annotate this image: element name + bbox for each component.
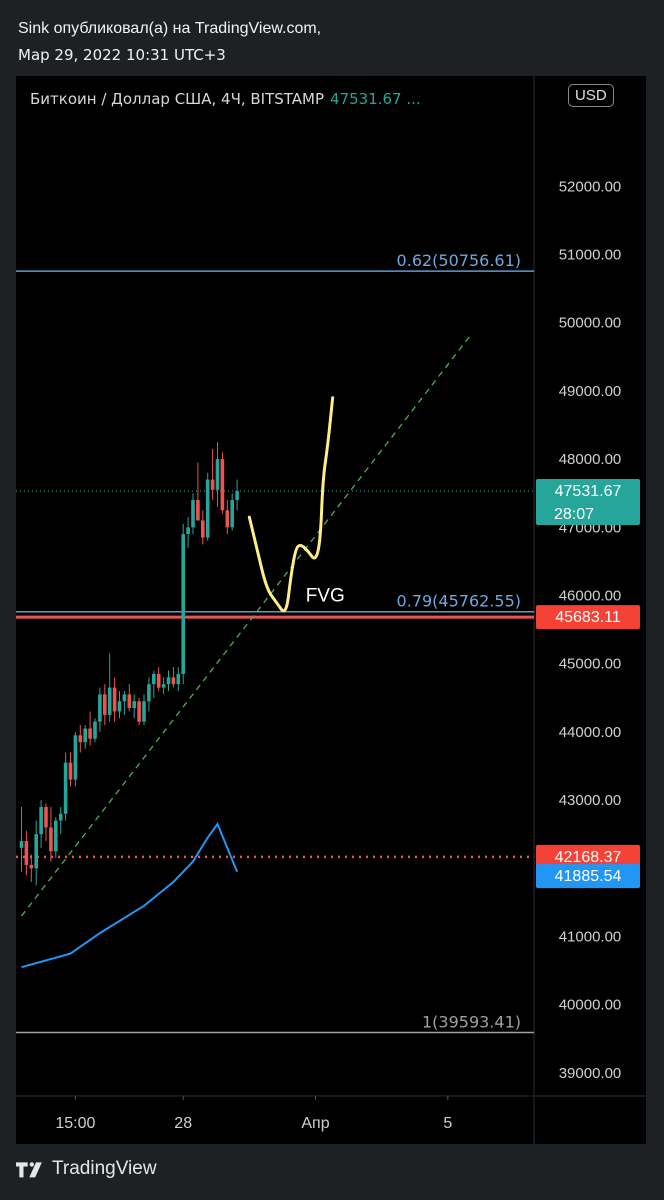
candle-body: [112, 687, 117, 712]
candle-body: [156, 673, 161, 688]
candle-body: [147, 684, 151, 702]
price-tick-label: 39000.00: [559, 1065, 622, 1082]
price-tick-label: 45000.00: [559, 656, 622, 673]
price-tick-label: 44000.00: [559, 724, 622, 741]
moving-average-line: [21, 821, 239, 969]
candle-body: [122, 694, 127, 702]
symbol-info: Биткоин / Доллар США, 4Ч, BITSTAMP 47531.…: [30, 90, 421, 108]
candle-body: [152, 673, 156, 685]
time-tick-label: 28: [174, 1115, 192, 1132]
candle-body: [235, 491, 239, 501]
publication-header: Sink опубликовал(а) на TradingView.com, …: [18, 16, 321, 68]
candle-body: [93, 721, 97, 739]
candle-body: [117, 701, 122, 712]
price-tick-label: 48000.00: [559, 451, 622, 468]
price-tick-label: 41000.00: [559, 929, 622, 946]
support-price-tag-bg: [536, 605, 640, 630]
dotted-price-tag-bg: [536, 844, 640, 869]
last-price-tag-value: 47531.67: [555, 483, 622, 500]
chart-panel[interactable]: 39000.0040000.0041000.0042000.0043000.00…: [16, 76, 646, 1144]
support-price-tag-value: 45683.11: [555, 609, 621, 626]
candle-body: [132, 701, 136, 709]
last-price-tag-bg: [536, 479, 640, 526]
tradingview-logo-icon: [16, 1162, 42, 1178]
candle-body: [24, 841, 29, 865]
footer-brand[interactable]: TradingView: [16, 1158, 157, 1180]
candle-body: [196, 500, 200, 521]
price-tick-label: 50000.00: [559, 315, 622, 332]
candle-body: [73, 735, 78, 780]
ma-price-tag-value: 41885.54: [555, 868, 622, 885]
candle-body: [34, 834, 38, 869]
candle-body: [137, 701, 141, 722]
price-tick-label: 40000.00: [559, 997, 622, 1014]
candle-body: [166, 677, 171, 685]
candle-body: [98, 694, 102, 722]
candle-body: [210, 479, 215, 490]
candle-body: [220, 459, 225, 511]
candle-body: [88, 728, 92, 739]
candle-body: [181, 534, 185, 674]
candlestick-chart[interactable]: 39000.0040000.0041000.0042000.0043000.00…: [16, 76, 646, 1144]
candle-body: [68, 762, 73, 780]
price-tick-label: 43000.00: [559, 792, 622, 809]
candle-body: [142, 701, 146, 722]
candle-body: [29, 864, 34, 869]
last-price-tag-countdown: 28:07: [554, 506, 594, 523]
dotted-price-tag-value: 42168.37: [555, 849, 622, 866]
candle-body: [161, 684, 166, 688]
candle-body: [186, 527, 190, 535]
candle-body: [103, 694, 107, 715]
candle-body: [215, 459, 220, 490]
candle-body: [78, 735, 83, 743]
price-tick-label: 49000.00: [559, 383, 622, 400]
candle-body: [19, 841, 24, 848]
candle-body: [39, 806, 43, 835]
candle-body: [176, 673, 181, 685]
symbol-price: 47531.67 ...: [330, 90, 421, 108]
hand-drawn-projection: [247, 396, 335, 613]
author-line: Sink опубликовал(а) на TradingView.com,: [18, 20, 322, 37]
price-tick-label: 46000.00: [559, 588, 622, 605]
fib-level-label: 1(39593.41): [422, 1012, 521, 1031]
candle-body: [44, 806, 48, 828]
time-tick-label: 15:00: [55, 1115, 95, 1132]
fib-level-label: 0.79(45762.55): [397, 592, 521, 611]
time-tick-label: Апр: [301, 1115, 329, 1132]
fvg-annotation: FVG: [306, 586, 345, 607]
candle-body: [107, 687, 112, 715]
candle-body: [63, 762, 68, 814]
candle-body: [201, 520, 205, 538]
ma-price-tag-bg: [536, 864, 640, 889]
candle-body: [225, 510, 230, 528]
candle-body: [127, 694, 132, 709]
candle-body: [58, 813, 63, 821]
fib-level-label: 0.62(50756.61): [397, 251, 521, 270]
symbol-label: Биткоин / Доллар США, 4Ч, BITSTAMP: [30, 90, 325, 108]
currency-button[interactable]: USD: [568, 84, 614, 107]
candle-body: [205, 479, 210, 538]
publish-date: Мар 29, 2022 10:31 UTC+3: [18, 46, 226, 64]
candle-body: [54, 820, 58, 852]
candle-body: [83, 728, 87, 743]
price-tick-label: 51000.00: [559, 247, 622, 264]
candle-body: [171, 677, 176, 685]
candle-body: [191, 500, 195, 528]
footer-brand-text: TradingView: [52, 1158, 157, 1179]
candle-body: [49, 827, 53, 852]
trendline: [20, 332, 473, 917]
candle-body: [230, 500, 234, 528]
time-tick-label: 5: [443, 1115, 452, 1132]
price-tick-label: 52000.00: [559, 178, 622, 195]
